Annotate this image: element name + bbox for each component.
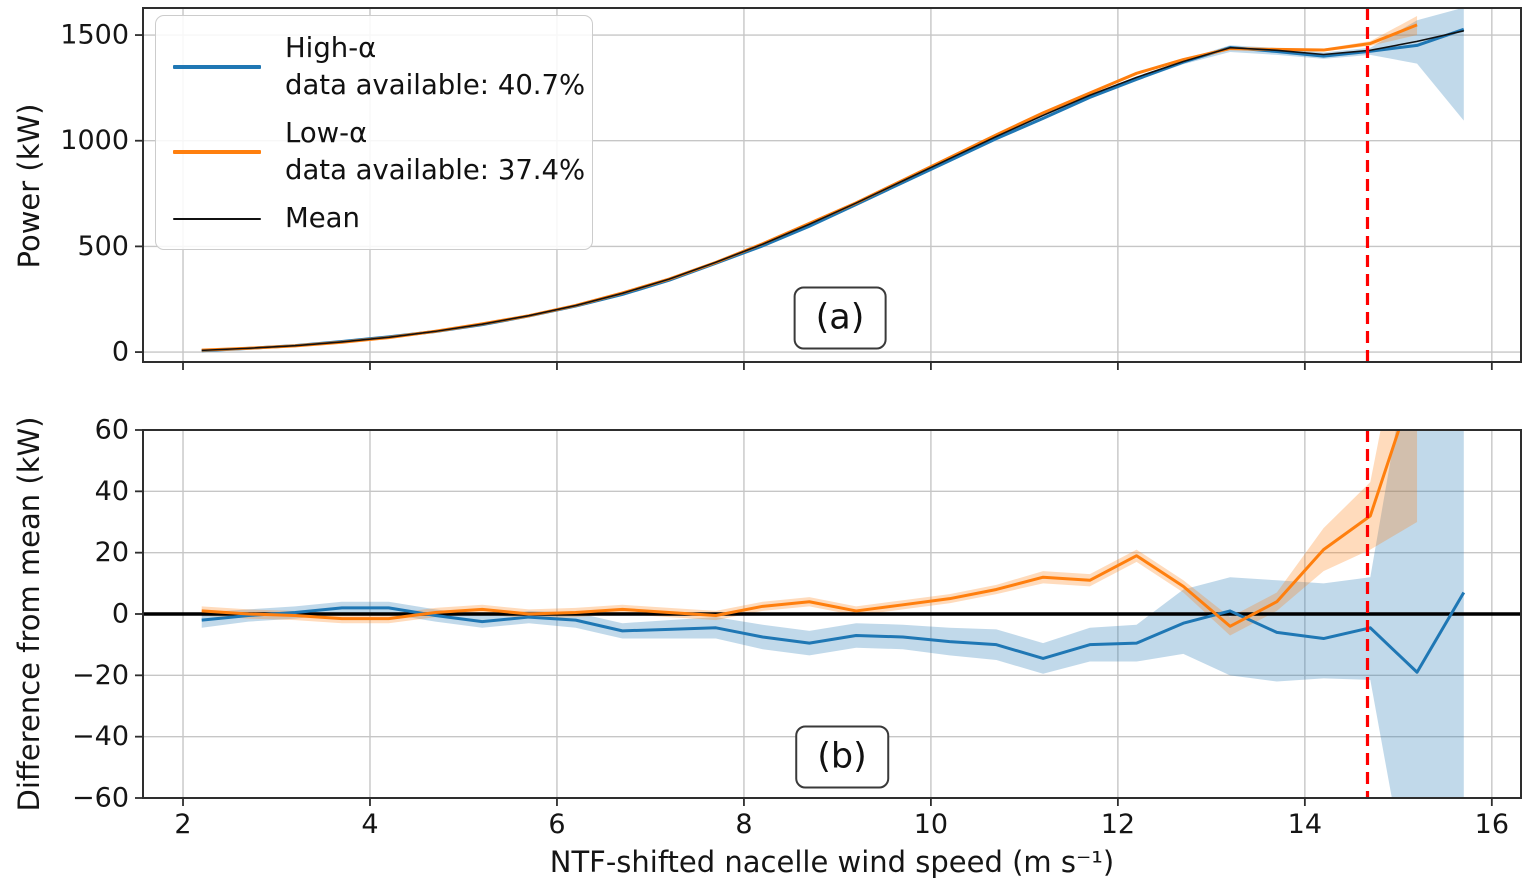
y-tick-label: 60 xyxy=(95,415,129,446)
legend-entry-mean: Mean xyxy=(173,200,575,237)
plot-area-a xyxy=(201,8,1465,353)
low-alpha-diff-line xyxy=(201,430,1401,628)
panel-b-y-axis-label: Difference from mean (kW) xyxy=(12,416,46,812)
legend-sublabel-low-alpha: data available: 37.4% xyxy=(285,154,586,186)
axes-spines xyxy=(142,7,1522,363)
x-axis-label: NTF-shifted nacelle wind speed (m s⁻¹) xyxy=(549,845,1115,879)
legend-text-mean: Mean xyxy=(285,200,360,237)
legend-entry-high-alpha: High-α data available: 40.7% xyxy=(173,30,585,104)
legend: High-α data available: 40.7% Low-α data … xyxy=(155,15,593,250)
legend-text-low-alpha: Low-α data available: 37.4% xyxy=(285,115,585,189)
y-tick-label: 40 xyxy=(95,476,129,507)
y-tick-label: 500 xyxy=(77,231,129,262)
y-tick-label: 1000 xyxy=(60,125,129,156)
x-tick-label: 8 xyxy=(735,809,752,840)
x-tick-label: 10 xyxy=(914,809,948,840)
panel-b-label: (b) xyxy=(795,725,889,789)
high-alpha-line-swatch xyxy=(173,65,261,69)
x-tick-label: 2 xyxy=(174,809,191,840)
mean-line xyxy=(201,30,1464,352)
legend-label-mean: Mean xyxy=(285,202,360,234)
high-alpha-diff-line xyxy=(201,591,1466,674)
panel-a-label: (a) xyxy=(793,286,887,350)
x-tick-label: 14 xyxy=(1288,809,1322,840)
y-tick-label: −40 xyxy=(72,721,129,752)
x-tick-label: 16 xyxy=(1475,809,1509,840)
mean-line-swatch xyxy=(173,217,261,220)
y-tick-label: 0 xyxy=(112,599,129,630)
plot-area-b xyxy=(143,430,1521,798)
panel-b: 2 4 6 8 10 12 14 16 −60 −40 −20 0 20 40 60 xyxy=(72,415,1522,840)
low-alpha-line-swatch xyxy=(173,150,261,154)
y-tick-label: 0 xyxy=(112,337,129,368)
legend-label-low-alpha: Low-α xyxy=(285,117,368,149)
y-tick-label: 20 xyxy=(95,537,129,568)
panel-a-y-axis-label: Power (kW) xyxy=(12,103,46,269)
legend-entry-low-alpha: Low-α data available: 37.4% xyxy=(173,115,585,189)
legend-sublabel-high-alpha: data available: 40.7% xyxy=(285,69,586,101)
y-tick-label: 1500 xyxy=(60,20,129,51)
x-tick-label: 6 xyxy=(548,809,565,840)
y-tick-label: −20 xyxy=(72,660,129,691)
x-tick-label: 4 xyxy=(361,809,378,840)
y-tick-label: −60 xyxy=(72,783,129,814)
legend-text-high-alpha: High-α data available: 40.7% xyxy=(285,30,585,104)
x-tick-label: 12 xyxy=(1101,809,1135,840)
legend-label-high-alpha: High-α xyxy=(285,32,377,64)
